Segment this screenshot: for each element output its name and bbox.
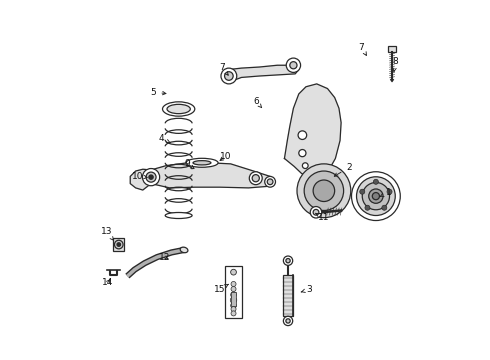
Circle shape (146, 172, 156, 182)
Circle shape (382, 205, 387, 210)
Circle shape (265, 176, 275, 187)
Circle shape (224, 72, 233, 80)
Circle shape (368, 189, 383, 203)
Text: 9: 9 (185, 159, 194, 168)
Circle shape (304, 171, 343, 211)
Text: 11: 11 (315, 213, 330, 222)
Text: 15: 15 (214, 284, 228, 294)
Circle shape (302, 163, 308, 168)
Text: 4: 4 (159, 134, 170, 143)
Circle shape (231, 282, 236, 287)
Text: 3: 3 (301, 285, 313, 294)
Circle shape (249, 172, 262, 185)
Circle shape (313, 180, 335, 202)
Bar (231, 292, 236, 306)
Text: 6: 6 (253, 96, 262, 108)
Text: 1: 1 (380, 188, 392, 197)
Text: 5: 5 (151, 87, 166, 96)
Circle shape (221, 68, 237, 84)
Ellipse shape (193, 161, 211, 165)
Circle shape (286, 58, 300, 72)
Text: 10: 10 (220, 152, 231, 161)
Circle shape (299, 149, 306, 157)
Circle shape (351, 172, 400, 221)
Circle shape (143, 168, 160, 186)
Circle shape (115, 240, 123, 249)
Ellipse shape (180, 247, 188, 253)
Circle shape (373, 179, 378, 184)
Ellipse shape (186, 158, 218, 167)
Polygon shape (229, 65, 299, 82)
Polygon shape (151, 163, 274, 188)
Text: 7: 7 (359, 43, 367, 55)
Polygon shape (285, 84, 341, 177)
Text: 8: 8 (393, 57, 398, 72)
Circle shape (267, 179, 273, 185)
Circle shape (252, 175, 259, 182)
Circle shape (290, 62, 297, 69)
Circle shape (231, 311, 236, 316)
Circle shape (310, 207, 322, 218)
Circle shape (357, 177, 395, 216)
Circle shape (298, 131, 307, 139)
Circle shape (286, 319, 290, 323)
Circle shape (387, 189, 392, 194)
Circle shape (231, 307, 236, 312)
Circle shape (149, 175, 153, 179)
Circle shape (313, 210, 319, 215)
Ellipse shape (165, 212, 192, 219)
Bar (113, 238, 124, 251)
Bar (388, 46, 396, 51)
Circle shape (231, 303, 236, 309)
Polygon shape (130, 169, 151, 190)
Text: 12: 12 (159, 253, 170, 262)
Circle shape (372, 193, 379, 200)
Text: 2: 2 (334, 163, 352, 176)
Circle shape (283, 256, 293, 265)
Circle shape (362, 183, 390, 210)
Circle shape (231, 269, 236, 275)
Circle shape (231, 292, 236, 298)
Text: 14: 14 (102, 278, 114, 287)
Ellipse shape (163, 102, 195, 116)
Bar (225, 266, 242, 318)
Text: 7: 7 (219, 63, 228, 75)
Text: 13: 13 (101, 228, 114, 240)
Circle shape (360, 189, 365, 194)
Circle shape (231, 287, 236, 292)
Circle shape (230, 297, 237, 303)
Text: 10: 10 (132, 172, 147, 181)
Circle shape (117, 243, 121, 246)
Circle shape (286, 258, 290, 263)
Bar (283, 275, 294, 316)
Circle shape (365, 205, 370, 210)
Ellipse shape (167, 104, 190, 114)
Circle shape (283, 316, 293, 325)
Circle shape (297, 164, 351, 218)
